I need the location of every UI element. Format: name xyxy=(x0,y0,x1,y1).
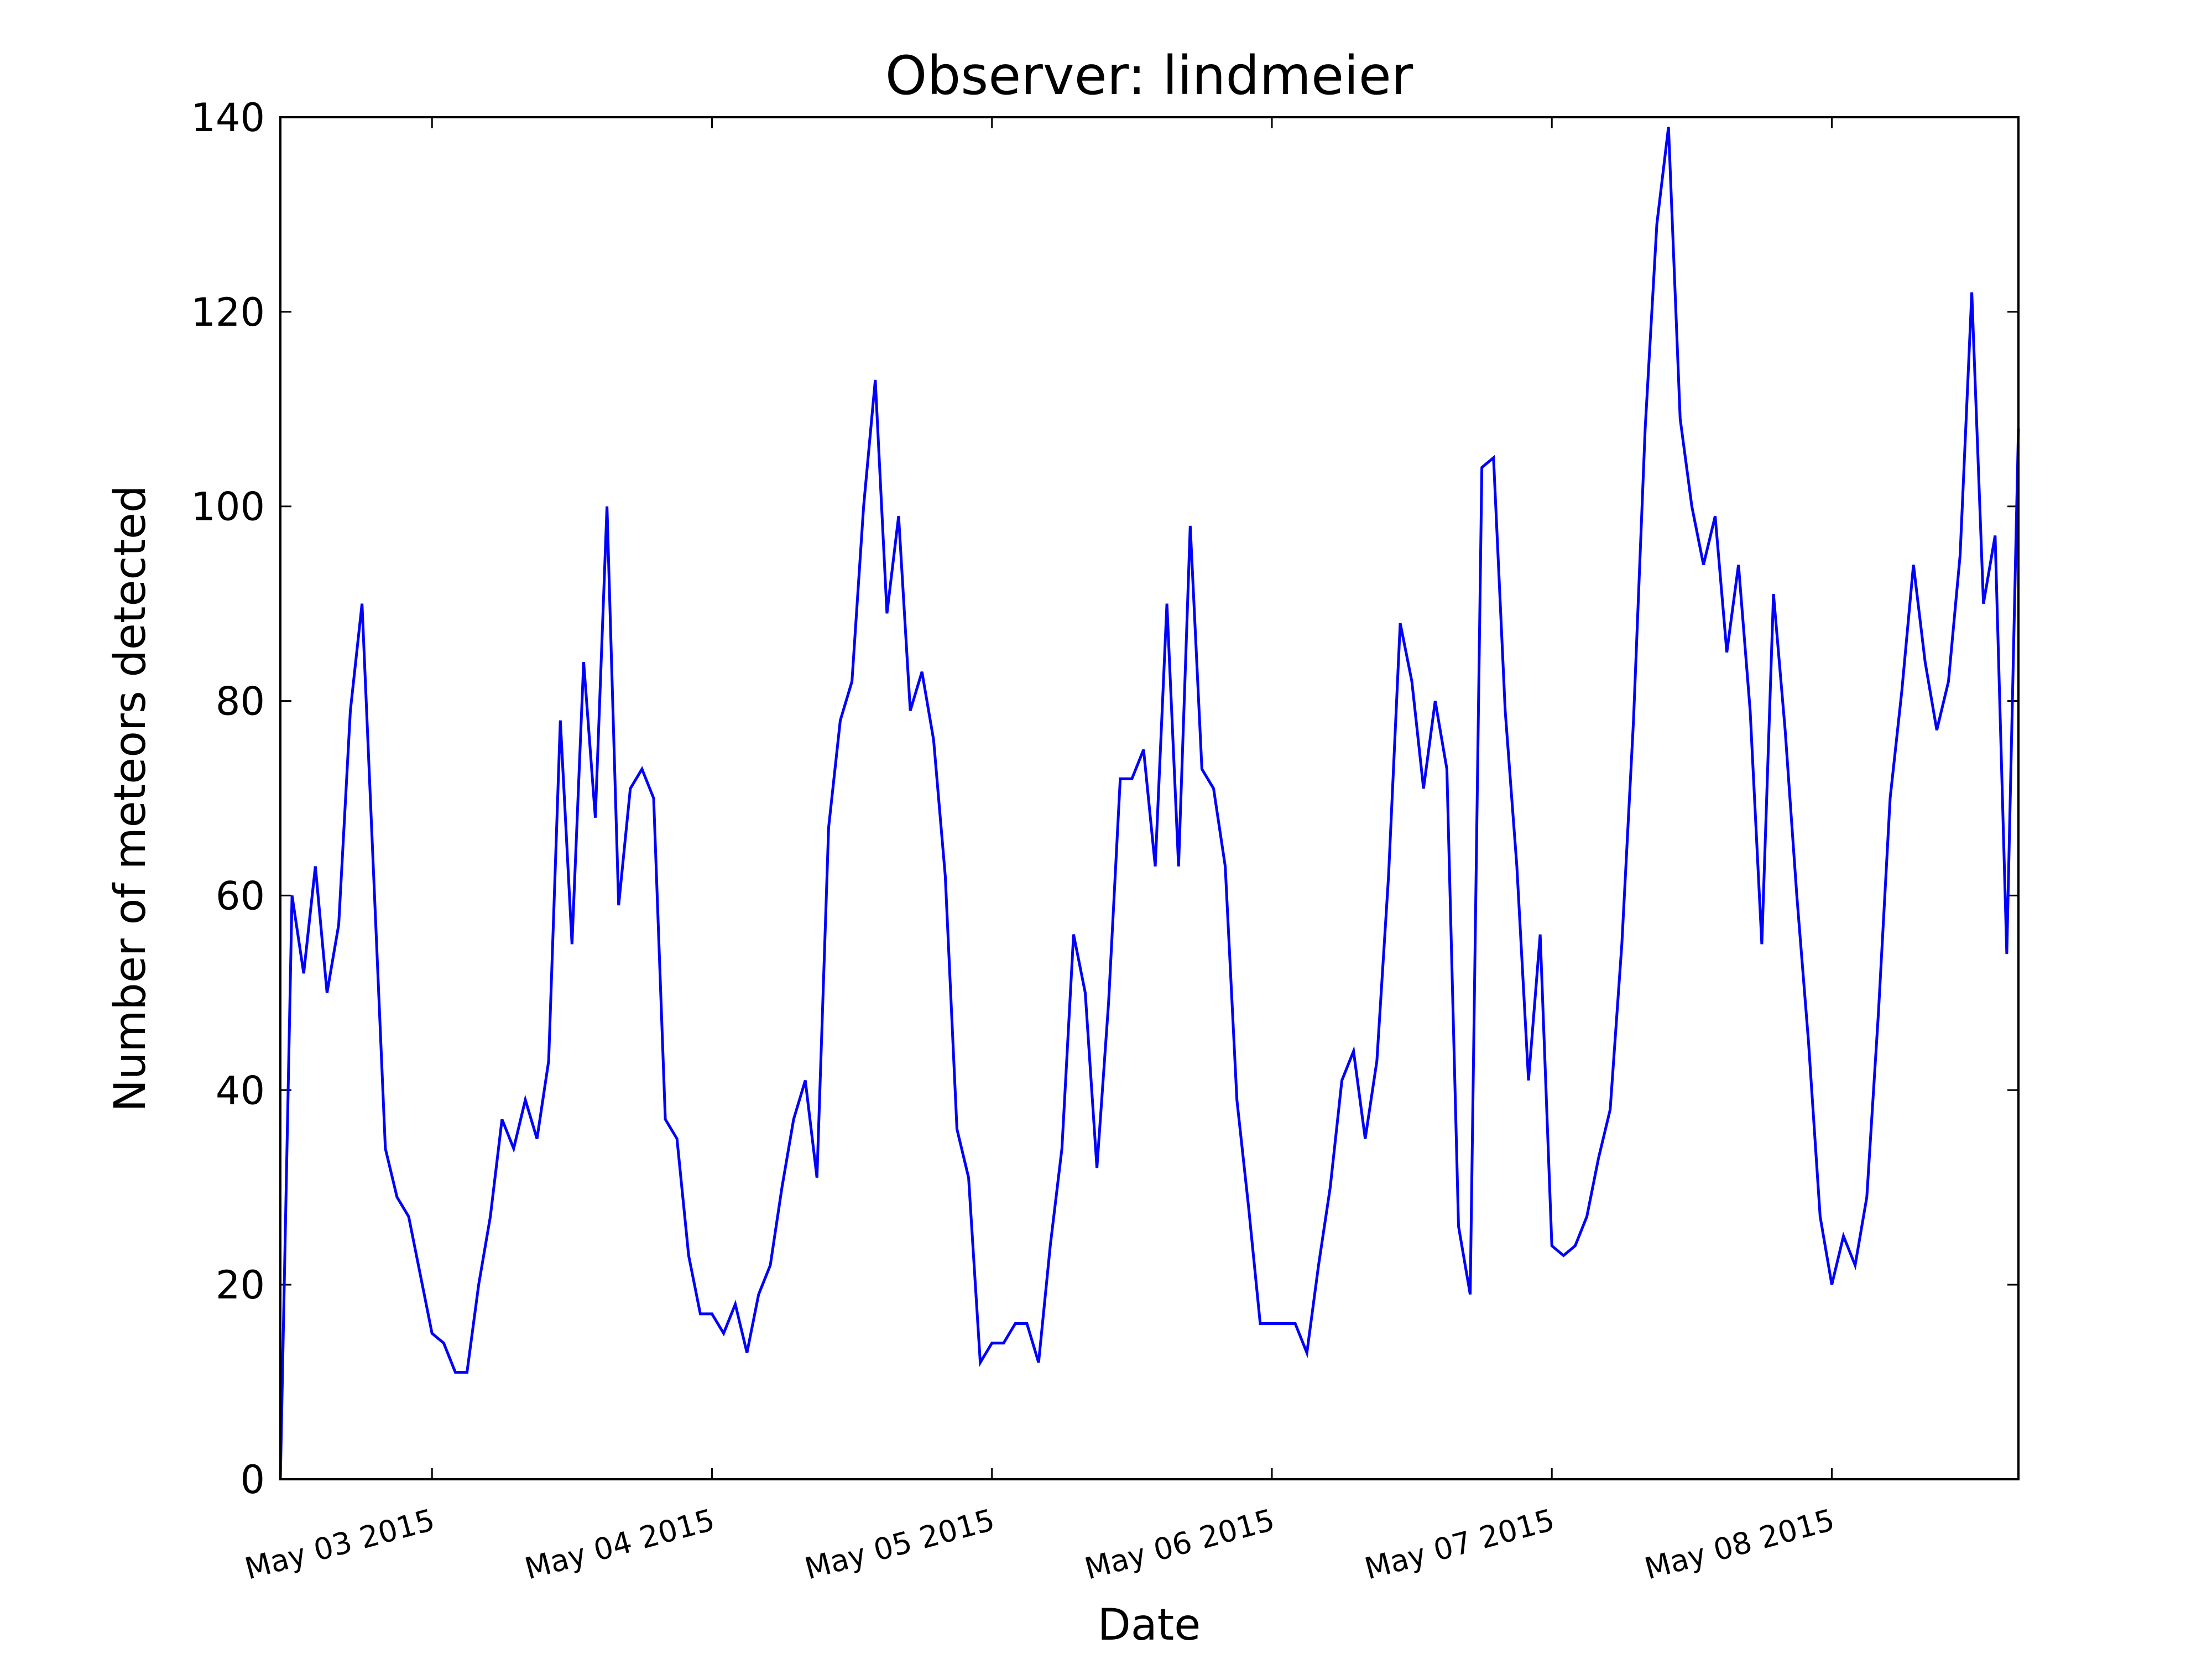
plot-frame xyxy=(279,116,2020,1480)
y-tick-label: 140 xyxy=(191,95,265,140)
y-tick-label: 60 xyxy=(216,873,265,919)
data-line xyxy=(279,127,2020,1480)
x-axis-label: Date xyxy=(1098,1600,1201,1650)
y-tick-label: 100 xyxy=(191,484,265,530)
y-tick-label: 80 xyxy=(216,679,265,724)
chart-title: Observer: lindmeier xyxy=(885,45,1413,107)
y-tick-label: 40 xyxy=(216,1068,265,1113)
y-tick-label: 20 xyxy=(216,1262,265,1308)
y-axis-label: Number of meteors detected xyxy=(106,486,155,1112)
y-tick-label: 0 xyxy=(240,1457,265,1503)
y-tick-label: 120 xyxy=(191,290,265,335)
